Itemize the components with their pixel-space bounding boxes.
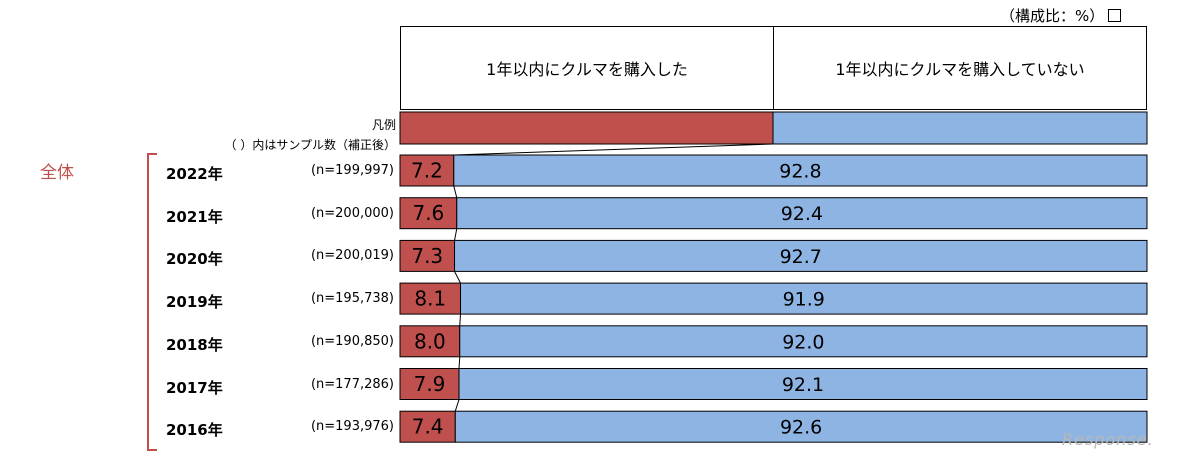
connector-line-1 [454,228,458,241]
connector-line-legend [453,143,774,156]
bar-purchased-2 [399,239,456,272]
unit-note: （構成比：%） [1000,5,1122,26]
year-label-5: 2017年 [166,378,223,397]
bar-not-purchased-6 [454,410,1148,443]
sample-size-3: (n=195,738) [310,291,394,307]
connector-line-3 [459,314,462,326]
connector-line-2 [454,271,461,284]
bar-purchased-4 [399,325,461,358]
connector-line-5 [454,399,460,412]
watermark-logo: Response. [1062,430,1154,449]
bar-not-purchased-3 [460,282,1148,315]
bar-not-purchased-2 [454,239,1148,272]
bar-purchased-6 [399,410,456,443]
bar-not-purchased-5 [458,368,1148,400]
data-label-not-purchased-1: 92.4 [781,203,823,225]
data-label-purchased-6: 7.4 [412,415,444,439]
sample-size-1: (n=200,000) [310,205,394,221]
year-label-4: 2018年 [166,335,223,354]
legend-header-not-purchased-label: 1年以内にクルマを購入していない [835,60,1085,79]
bar-not-purchased-1 [456,197,1148,230]
legend-title: 凡例 [371,118,396,132]
legend-sample-note: （ ）内はサンプル数（補正後） [224,138,396,152]
legend-swatch-not-purchased [772,111,1148,145]
bar-purchased-1 [399,197,458,230]
bar-not-purchased-0 [453,154,1148,187]
data-label-purchased-3: 8.1 [414,287,446,311]
legend-header-purchased: 1年以内にクルマを購入した [400,26,774,110]
data-label-purchased-4: 8.0 [414,329,446,353]
unit-box-icon [1108,9,1122,22]
data-label-purchased-0: 7.2 [411,159,443,183]
data-label-not-purchased-5: 92.1 [782,374,824,396]
year-label-1: 2021年 [166,207,223,226]
year-label-6: 2016年 [166,421,223,440]
unit-note-text: （構成比：%） [1000,7,1105,25]
sample-size-4: (n=190,850) [310,333,394,349]
data-label-not-purchased-0: 92.8 [779,161,821,183]
legend-header-purchased-label: 1年以内にクルマを購入した [486,60,688,79]
data-label-purchased-5: 7.9 [414,372,446,396]
legend-swatch-purchased [399,111,774,145]
sample-size-5: (n=177,286) [310,376,394,392]
bar-purchased-0 [399,154,455,187]
group-label: 全体 [40,163,74,183]
group-bracket [147,153,157,451]
data-label-purchased-1: 7.6 [412,201,444,225]
data-label-not-purchased-3: 91.9 [783,289,825,311]
year-label-2: 2020年 [166,250,223,269]
data-label-not-purchased-2: 92.7 [780,246,822,268]
bar-purchased-5 [399,368,460,400]
sample-size-6: (n=193,976) [310,419,394,435]
connector-line-4 [458,356,461,369]
year-label-0: 2022年 [166,165,223,183]
data-label-not-purchased-6: 92.6 [780,417,822,439]
data-label-not-purchased-4: 92.0 [782,331,824,353]
year-label-3: 2019年 [166,293,223,312]
bar-not-purchased-4 [459,325,1148,358]
legend-header-not-purchased: 1年以内にクルマを購入していない [773,26,1147,110]
sample-size-2: (n=200,019) [310,248,394,264]
bar-purchased-3 [399,282,462,315]
connector-line-0 [453,185,458,198]
sample-size-0: (n=199,997) [310,163,394,178]
data-label-purchased-2: 7.3 [411,244,443,268]
